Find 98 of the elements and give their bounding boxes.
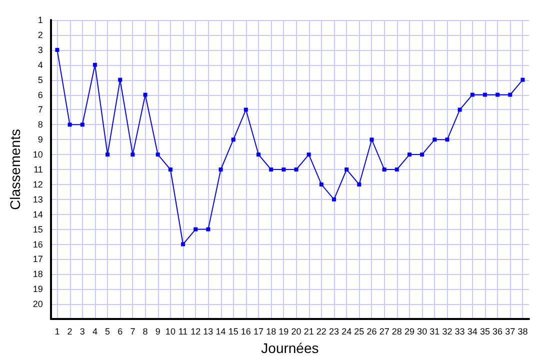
x-tick-label: 26 (366, 326, 377, 336)
point (181, 242, 186, 246)
point (382, 168, 386, 172)
point (55, 48, 60, 52)
y-tick-label: 19 (32, 284, 43, 294)
point (294, 168, 298, 172)
x-tick-label: 14 (216, 326, 226, 336)
x-tick-label: 11 (178, 326, 188, 336)
x-tick-label: 10 (165, 326, 176, 336)
x-tick-label: 28 (392, 326, 402, 336)
point (130, 152, 135, 157)
x-tick-label: 30 (417, 326, 428, 336)
y-tick-label: 15 (32, 224, 43, 234)
point (470, 92, 474, 97)
x-tick-label: 23 (328, 326, 339, 336)
y-tick-label: 6 (38, 90, 43, 100)
point (508, 92, 512, 97)
point (357, 182, 362, 186)
x-tick-label: 18 (266, 326, 276, 336)
y-tick-label: 18 (32, 269, 43, 280)
point (394, 168, 399, 172)
x-tick-label: 15 (228, 326, 238, 336)
point (80, 122, 84, 127)
point (194, 227, 198, 232)
y-tick-label: 14 (32, 209, 43, 220)
point (458, 108, 462, 112)
point (520, 78, 525, 82)
point (106, 152, 110, 157)
point (256, 152, 260, 157)
x-tick-label: 4 (92, 326, 98, 336)
x-tick-label: 25 (354, 326, 364, 336)
point (482, 92, 487, 97)
point (306, 152, 311, 157)
x-tick-label: 19 (278, 326, 289, 336)
y-tick-label: 13 (32, 194, 43, 204)
y-axis-title: Classements (7, 129, 23, 210)
point (143, 92, 148, 97)
point (156, 152, 160, 157)
point (319, 182, 324, 186)
point (118, 78, 122, 82)
x-tick-label: 6 (118, 326, 123, 336)
point (282, 168, 286, 172)
x-tick-label: 34 (467, 326, 478, 336)
point (407, 152, 412, 157)
x-tick-label: 29 (404, 326, 414, 336)
x-tick-label: 33 (454, 326, 465, 336)
point (432, 138, 437, 142)
point (344, 168, 349, 172)
x-tick-label: 3 (80, 326, 85, 336)
x-tick-label: 37 (505, 326, 516, 336)
x-tick-label: 38 (518, 326, 528, 336)
point (168, 168, 172, 172)
y-tick-label: 10 (32, 150, 43, 160)
point (68, 122, 72, 127)
y-tick-label: 16 (32, 239, 43, 250)
point (206, 227, 210, 232)
point (420, 152, 424, 157)
y-tick-label: 9 (38, 134, 43, 145)
point (269, 168, 274, 172)
y-tick-label: 4 (38, 60, 43, 70)
y-tick-label: 3 (38, 44, 43, 55)
y-tick-label: 7 (38, 104, 43, 115)
point (370, 138, 374, 142)
point (332, 197, 336, 202)
x-axis-title: Journées (261, 340, 319, 356)
x-tick-label: 12 (190, 326, 201, 336)
y-tick-label: 17 (32, 254, 43, 264)
x-tick-label: 31 (430, 326, 440, 336)
x-tick-label: 1 (54, 326, 60, 336)
point (218, 168, 223, 172)
y-tick-label: 2 (38, 30, 43, 40)
y-tick-label: 20 (32, 299, 43, 310)
x-tick-label: 36 (492, 326, 503, 336)
x-tick-label: 8 (142, 326, 148, 336)
point (445, 138, 450, 142)
x-tick-label: 35 (480, 326, 490, 336)
y-tick-label: 1 (38, 15, 43, 25)
x-tick-label: 32 (442, 326, 452, 336)
x-tick-label: 22 (316, 326, 326, 336)
x-tick-label: 17 (253, 326, 264, 336)
point (244, 108, 248, 112)
x-tick-label: 9 (155, 326, 160, 336)
x-tick-label: 27 (379, 326, 390, 336)
x-tick-label: 24 (342, 326, 352, 336)
y-tick-label: 5 (38, 74, 43, 85)
x-tick-label: 16 (240, 326, 251, 336)
x-tick-label: 7 (130, 326, 136, 336)
point (496, 92, 500, 97)
x-tick-label: 21 (304, 326, 314, 336)
point (92, 62, 97, 67)
point (231, 138, 236, 142)
y-tick-label: 8 (38, 120, 43, 130)
x-tick-label: 2 (67, 326, 72, 336)
x-tick-label: 5 (105, 326, 110, 336)
x-tick-label: 20 (291, 326, 302, 336)
y-tick-label: 11 (34, 164, 43, 174)
y-tick-label: 12 (32, 179, 43, 190)
x-tick-label: 13 (203, 326, 214, 336)
